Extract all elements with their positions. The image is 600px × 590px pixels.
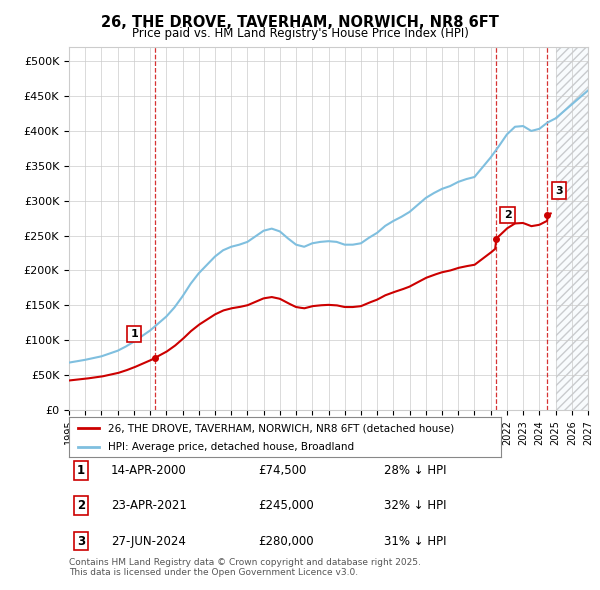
Text: 3: 3 bbox=[556, 186, 563, 196]
Text: 31% ↓ HPI: 31% ↓ HPI bbox=[384, 535, 446, 548]
Text: 27-JUN-2024: 27-JUN-2024 bbox=[111, 535, 186, 548]
Text: 26, THE DROVE, TAVERHAM, NORWICH, NR8 6FT (detached house): 26, THE DROVE, TAVERHAM, NORWICH, NR8 6F… bbox=[108, 424, 454, 434]
Text: 32% ↓ HPI: 32% ↓ HPI bbox=[384, 499, 446, 512]
Text: 2: 2 bbox=[77, 499, 85, 512]
Text: 2: 2 bbox=[504, 210, 512, 220]
Text: 26, THE DROVE, TAVERHAM, NORWICH, NR8 6FT: 26, THE DROVE, TAVERHAM, NORWICH, NR8 6F… bbox=[101, 15, 499, 30]
Text: Price paid vs. HM Land Registry's House Price Index (HPI): Price paid vs. HM Land Registry's House … bbox=[131, 27, 469, 40]
Text: £74,500: £74,500 bbox=[258, 464, 307, 477]
Text: 14-APR-2000: 14-APR-2000 bbox=[111, 464, 187, 477]
Text: 23-APR-2021: 23-APR-2021 bbox=[111, 499, 187, 512]
Bar bbox=[556, 47, 588, 410]
Text: Contains HM Land Registry data © Crown copyright and database right 2025.
This d: Contains HM Land Registry data © Crown c… bbox=[69, 558, 421, 577]
Text: 1: 1 bbox=[130, 329, 138, 339]
Text: £280,000: £280,000 bbox=[258, 535, 314, 548]
Text: 28% ↓ HPI: 28% ↓ HPI bbox=[384, 464, 446, 477]
Text: 3: 3 bbox=[77, 535, 85, 548]
Text: HPI: Average price, detached house, Broadland: HPI: Average price, detached house, Broa… bbox=[108, 442, 354, 452]
Text: £245,000: £245,000 bbox=[258, 499, 314, 512]
Text: 1: 1 bbox=[77, 464, 85, 477]
